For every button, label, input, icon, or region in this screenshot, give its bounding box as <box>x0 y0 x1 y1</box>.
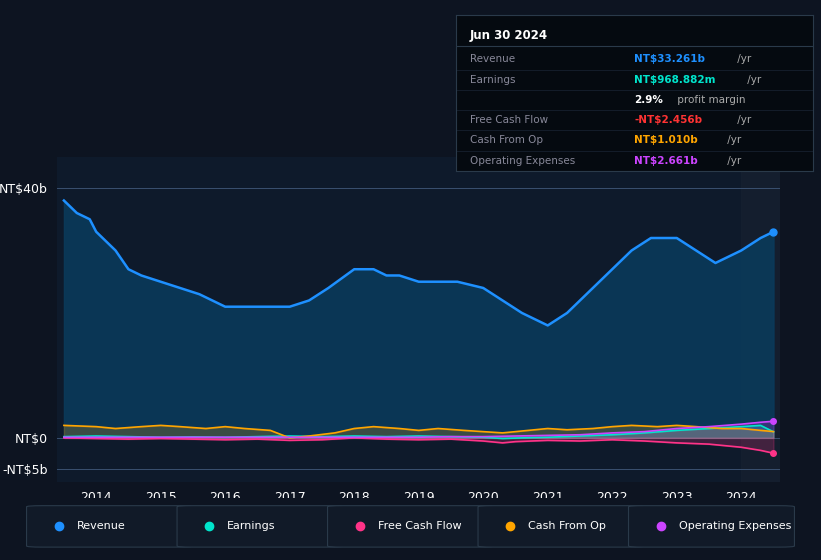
Text: NT$1.010b: NT$1.010b <box>635 136 698 146</box>
Text: NT$2.661b: NT$2.661b <box>635 156 698 166</box>
Text: /yr: /yr <box>724 156 741 166</box>
Text: Free Cash Flow: Free Cash Flow <box>470 115 548 125</box>
FancyBboxPatch shape <box>328 506 493 547</box>
Text: Revenue: Revenue <box>76 521 126 531</box>
FancyBboxPatch shape <box>478 506 644 547</box>
Text: Revenue: Revenue <box>470 54 515 64</box>
Text: /yr: /yr <box>744 74 761 85</box>
Text: NT$968.882m: NT$968.882m <box>635 74 716 85</box>
Text: Operating Expenses: Operating Expenses <box>470 156 576 166</box>
Text: -NT$2.456b: -NT$2.456b <box>635 115 702 125</box>
Text: Earnings: Earnings <box>227 521 276 531</box>
Text: Jun 30 2024: Jun 30 2024 <box>470 29 548 42</box>
Text: /yr: /yr <box>734 54 751 64</box>
Text: 2.9%: 2.9% <box>635 95 663 105</box>
Text: profit margin: profit margin <box>674 95 745 105</box>
FancyBboxPatch shape <box>26 506 192 547</box>
Text: Cash From Op: Cash From Op <box>528 521 606 531</box>
Text: Free Cash Flow: Free Cash Flow <box>378 521 461 531</box>
Text: Operating Expenses: Operating Expenses <box>679 521 791 531</box>
FancyBboxPatch shape <box>177 506 343 547</box>
Text: NT$33.261b: NT$33.261b <box>635 54 705 64</box>
Text: /yr: /yr <box>734 115 751 125</box>
Text: /yr: /yr <box>724 136 741 146</box>
Text: Cash From Op: Cash From Op <box>470 136 543 146</box>
Bar <box>741 157 780 482</box>
FancyBboxPatch shape <box>629 506 795 547</box>
Text: Earnings: Earnings <box>470 74 516 85</box>
